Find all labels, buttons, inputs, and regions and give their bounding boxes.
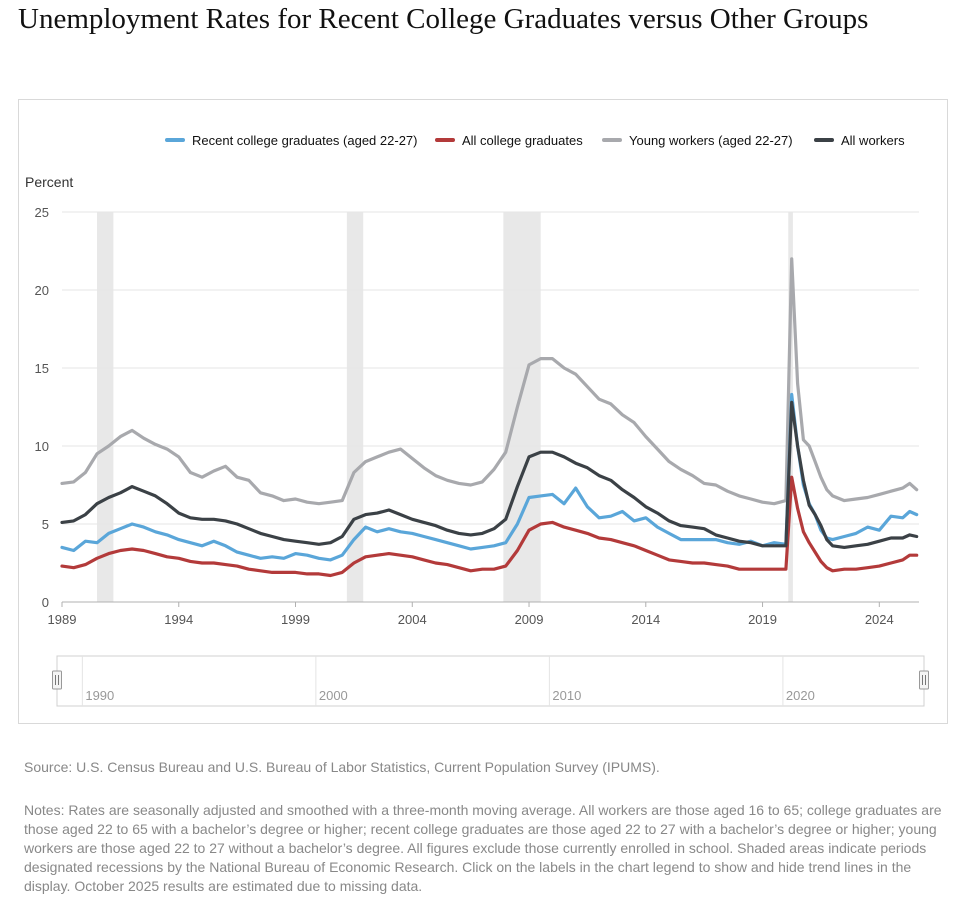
x-tick-label: 1999: [281, 612, 310, 627]
x-tick-label: 2009: [515, 612, 544, 627]
legend-item-all-workers[interactable]: All workers: [814, 133, 905, 148]
series-lines: [60, 257, 919, 578]
navigator-frame: [56, 655, 925, 707]
navigator-label: 1990: [85, 688, 114, 703]
x-tick-label: 2019: [748, 612, 777, 627]
legend-label: All workers: [841, 133, 905, 148]
x-tick-label: 1989: [48, 612, 77, 627]
x-tick-label: 2014: [631, 612, 660, 627]
recession-band: [346, 212, 364, 602]
y-tick-label: 20: [35, 283, 49, 298]
page-title: Unemployment Rates for Recent College Gr…: [18, 3, 869, 35]
navigator-right-handle[interactable]: [919, 670, 929, 690]
x-tick-label: 2004: [398, 612, 427, 627]
legend-label: Young workers (aged 22-27): [629, 133, 793, 148]
recession-band: [97, 212, 114, 602]
x-tick-label: 2024: [865, 612, 894, 627]
chart-container: Percent 0 5 10 15 20 25 1989 1994 1999 2004 2009 20…: [18, 99, 948, 724]
y-tick-label: 15: [35, 361, 49, 376]
navigator-label: 2000: [319, 688, 348, 703]
notes-text: Notes: Rates are seasonally adjusted and…: [24, 802, 942, 894]
navigator-left-handle[interactable]: [52, 670, 62, 690]
handle-grip: [919, 670, 929, 690]
navigator-label: 2010: [552, 688, 581, 703]
legend-item-recent-grads[interactable]: Recent college graduates (aged 22-27): [165, 133, 417, 148]
y-tick-label: 0: [42, 595, 49, 610]
handle-grip: [52, 670, 62, 690]
source-text: Source: U.S. Census Bureau and U.S. Bure…: [24, 759, 660, 775]
legend-label: Recent college graduates (aged 22-27): [192, 133, 417, 148]
navigator-label: 2020: [786, 688, 815, 703]
range-navigator[interactable]: 1990 2000 2010 2020: [52, 655, 929, 707]
line-chart: Percent 0 5 10 15 20 25 1989 1994 1999 2004 2009 20…: [25, 133, 929, 707]
y-tick-label: 25: [35, 205, 49, 220]
axes: Percent 0 5 10 15 20 25 1989 1994 1999 2004 2009 20…: [25, 174, 919, 627]
series-line-all-grads: [60, 475, 919, 578]
y-tick-label: 5: [42, 517, 49, 532]
legend: Recent college graduates (aged 22-27) All…: [165, 133, 905, 148]
series-line-all-workers: [60, 400, 919, 549]
legend-label: All college graduates: [462, 133, 583, 148]
legend-item-young-workers[interactable]: Young workers (aged 22-27): [602, 133, 793, 148]
gridlines: [62, 211, 919, 525]
legend-item-all-grads[interactable]: All college graduates: [435, 133, 583, 148]
y-axis-label: Percent: [25, 174, 73, 190]
x-tick-label: 1994: [164, 612, 193, 627]
series-line-young-workers: [60, 257, 919, 506]
y-tick-label: 10: [35, 439, 49, 454]
